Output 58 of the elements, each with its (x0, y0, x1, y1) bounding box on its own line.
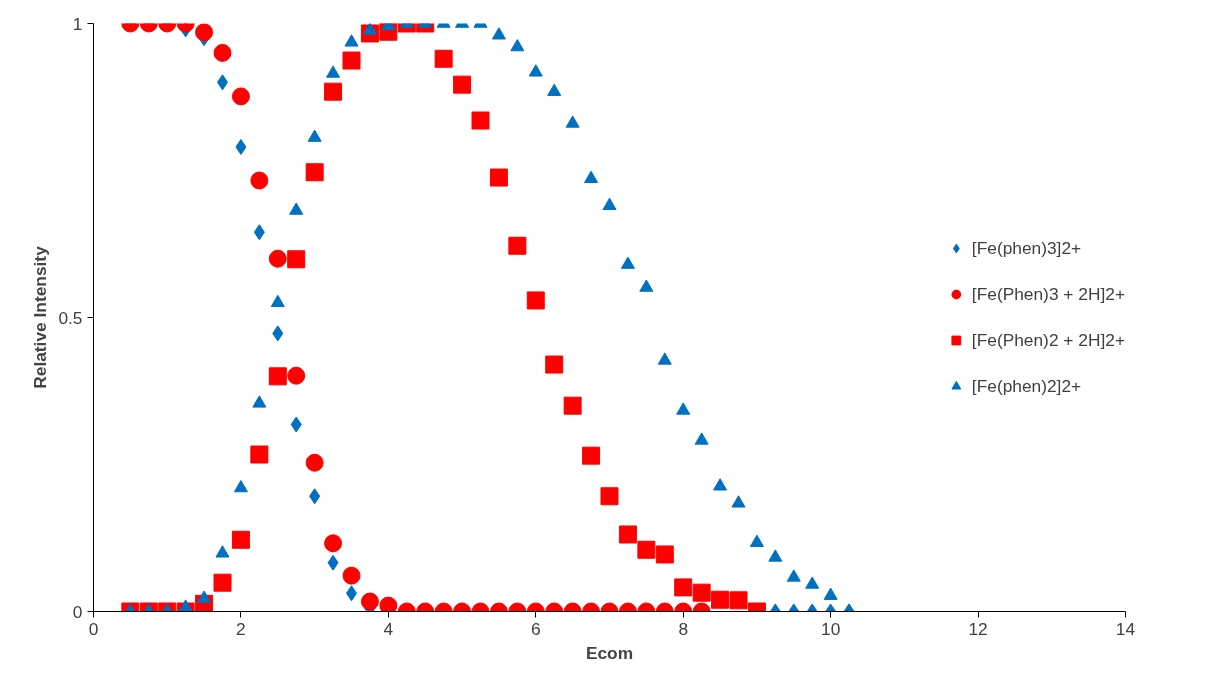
point (489, 168, 508, 187)
point (453, 75, 472, 94)
point (508, 236, 527, 255)
point (289, 202, 304, 215)
point (620, 256, 635, 269)
point (268, 367, 287, 386)
point (250, 171, 269, 190)
point (213, 43, 232, 62)
legend-label: [Fe(phen)2]2+ (971, 375, 1082, 397)
point (233, 480, 248, 493)
x-tick-label: 8 (678, 618, 689, 639)
y-tick-label: 0.5 (58, 307, 83, 328)
point (526, 291, 545, 310)
x-tick-label: 10 (821, 618, 841, 639)
point (768, 549, 783, 562)
point (639, 279, 654, 292)
x-axis-title: Ecom (585, 642, 634, 663)
legend-label: [Fe(phen)3]2+ (971, 237, 1082, 259)
point (749, 534, 764, 547)
point (823, 587, 838, 600)
point (657, 352, 672, 365)
point (253, 224, 265, 241)
point (563, 396, 582, 415)
legend-label: [Fe(Phen)3 + 2H]2+ (971, 283, 1125, 305)
legend-label: [Fe(Phen)2 + 2H]2+ (971, 329, 1125, 351)
point (786, 569, 801, 582)
x-tick-label: 12 (968, 618, 988, 639)
x-tick-label: 2 (236, 618, 246, 639)
x-tick-label: 4 (383, 618, 394, 639)
point (324, 82, 343, 101)
point (305, 163, 324, 182)
point (215, 545, 230, 558)
point (342, 51, 361, 70)
point (195, 23, 214, 42)
point (231, 87, 250, 106)
point (270, 294, 285, 308)
point (268, 249, 287, 268)
point (272, 325, 284, 342)
x-tick-label: 6 (530, 618, 541, 639)
point (545, 355, 564, 374)
x-tick-label: 0 (88, 618, 99, 639)
point (713, 478, 728, 491)
y-axis-title: Relative Intensity (30, 245, 51, 389)
point (197, 590, 212, 603)
point (676, 402, 691, 415)
point (287, 250, 306, 269)
point (252, 395, 267, 408)
point (805, 576, 820, 589)
y-tick-label: 1 (72, 13, 83, 34)
point (731, 495, 746, 508)
point (434, 49, 453, 68)
point (471, 111, 490, 130)
point (602, 197, 617, 211)
point (235, 138, 247, 155)
y-tick-label: 0 (72, 601, 83, 622)
point (694, 432, 709, 445)
x-tick-label: 14 (1115, 618, 1136, 639)
point (287, 366, 306, 385)
